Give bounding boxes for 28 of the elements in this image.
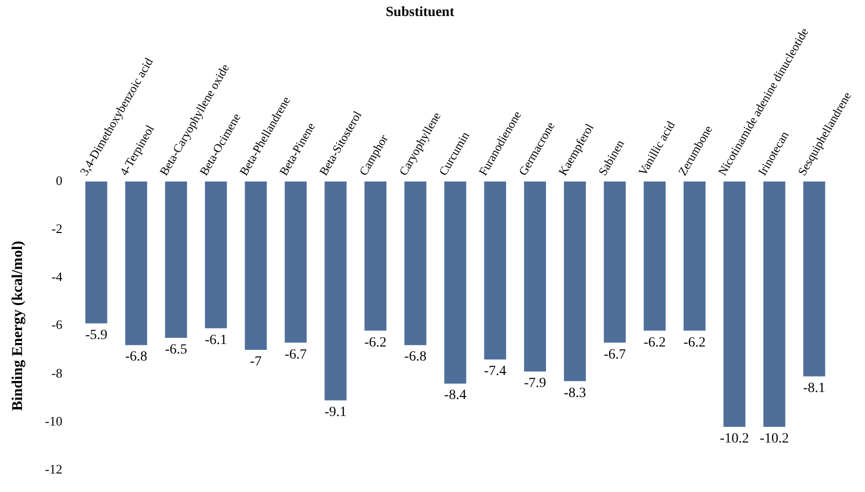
y-tick-label: -2	[51, 220, 62, 236]
data-label: -8.3	[564, 386, 586, 401]
data-label: -6.7	[284, 347, 307, 362]
data-label: -6.2	[364, 335, 387, 350]
y-tick-label: -8	[51, 365, 62, 380]
data-label: -9.1	[324, 405, 347, 420]
data-label: -8.4	[444, 388, 466, 404]
data-label: -10.2	[720, 432, 750, 447]
y-axis-title: Binding Energy (kcal/mol)	[10, 240, 26, 411]
data-label: -6.2	[683, 335, 706, 350]
data-label: -6.8	[404, 350, 426, 365]
y-tick-label: -4	[51, 269, 63, 284]
data-label: -6.7	[604, 347, 626, 362]
chart-title: Substituent	[386, 5, 455, 20]
data-label: -6.1	[204, 332, 228, 348]
data-label: -7	[250, 354, 262, 370]
data-label: -6.2	[644, 335, 666, 350]
y-tick-label: -6	[51, 317, 63, 332]
y-tick-label: -10	[44, 413, 62, 428]
data-label: -10.2	[760, 432, 789, 447]
data-label: -5.9	[85, 328, 108, 344]
data-label: -6.5	[164, 342, 188, 358]
data-label: -7.4	[484, 364, 506, 380]
data-label: -7.9	[524, 376, 546, 392]
data-label: -8.1	[803, 381, 826, 396]
data-label: -6.8	[125, 350, 148, 365]
y-tick-label: -12	[44, 462, 62, 477]
y-tick-label: 0	[56, 172, 62, 188]
